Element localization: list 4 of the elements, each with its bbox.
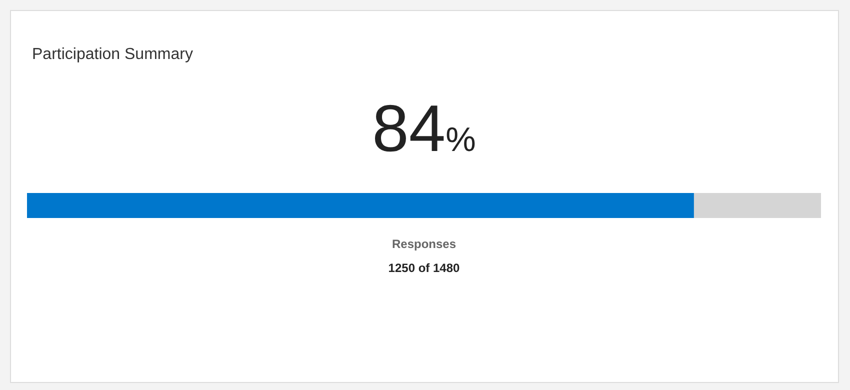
text: 84% (372, 91, 476, 165)
text: Responses (392, 237, 456, 251)
text: 1250 of 1480 (388, 261, 460, 275)
chart-title: Participation Summary (32, 46, 193, 63)
